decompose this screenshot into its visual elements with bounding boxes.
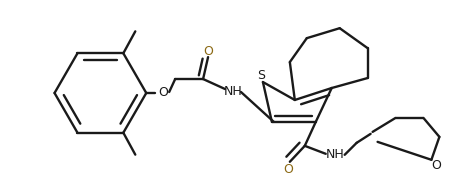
Text: O: O — [283, 163, 293, 176]
Text: S: S — [257, 69, 265, 82]
Text: NH: NH — [224, 85, 242, 97]
Text: O: O — [431, 159, 441, 172]
Text: O: O — [158, 87, 168, 100]
Text: O: O — [203, 45, 213, 58]
Text: NH: NH — [325, 148, 344, 161]
